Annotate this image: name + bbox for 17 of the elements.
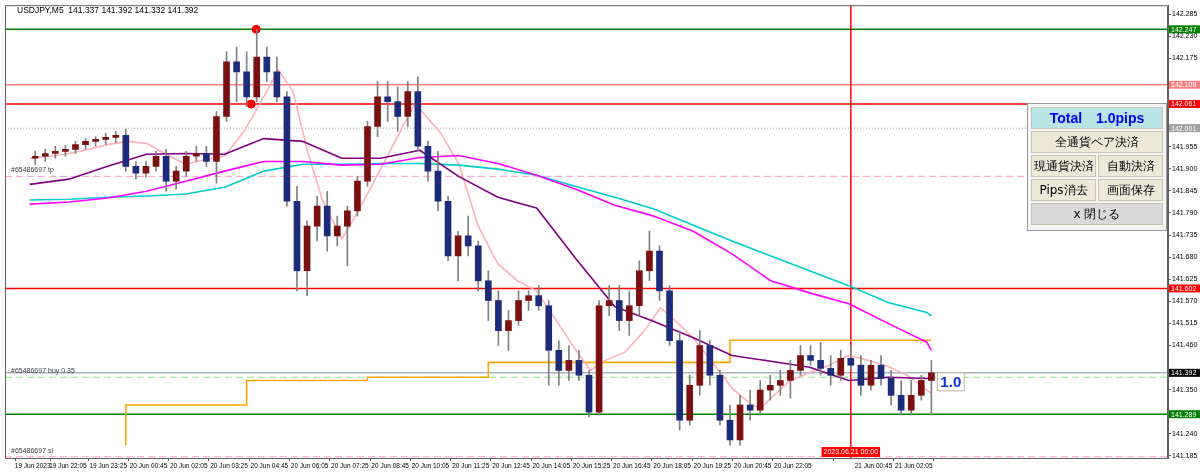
annotation: 現通貨決済: [1031, 155, 1096, 177]
candlestick: [746, 389, 754, 421]
chart-title: USDJPY,M5 141.337 141.392 141.332 141.392: [17, 4, 199, 15]
annotation: 全通貨ペア決済: [1031, 131, 1163, 153]
annotation: Total 1.0pips: [1031, 107, 1163, 129]
candlestick: [102, 133, 110, 145]
candlestick: [31, 151, 39, 165]
candlestick: [192, 145, 200, 162]
annotation: 画面保存: [1098, 179, 1163, 201]
annotation: 自動決済: [1098, 155, 1163, 177]
annotation: Pips消去: [1031, 179, 1096, 201]
candlestick: [605, 285, 613, 317]
annotation: x 閉じる: [1031, 203, 1163, 225]
candlestick: [112, 131, 120, 143]
annotation: 1.0: [940, 372, 962, 390]
candlestick: [827, 355, 835, 386]
candlestick: [766, 374, 774, 401]
